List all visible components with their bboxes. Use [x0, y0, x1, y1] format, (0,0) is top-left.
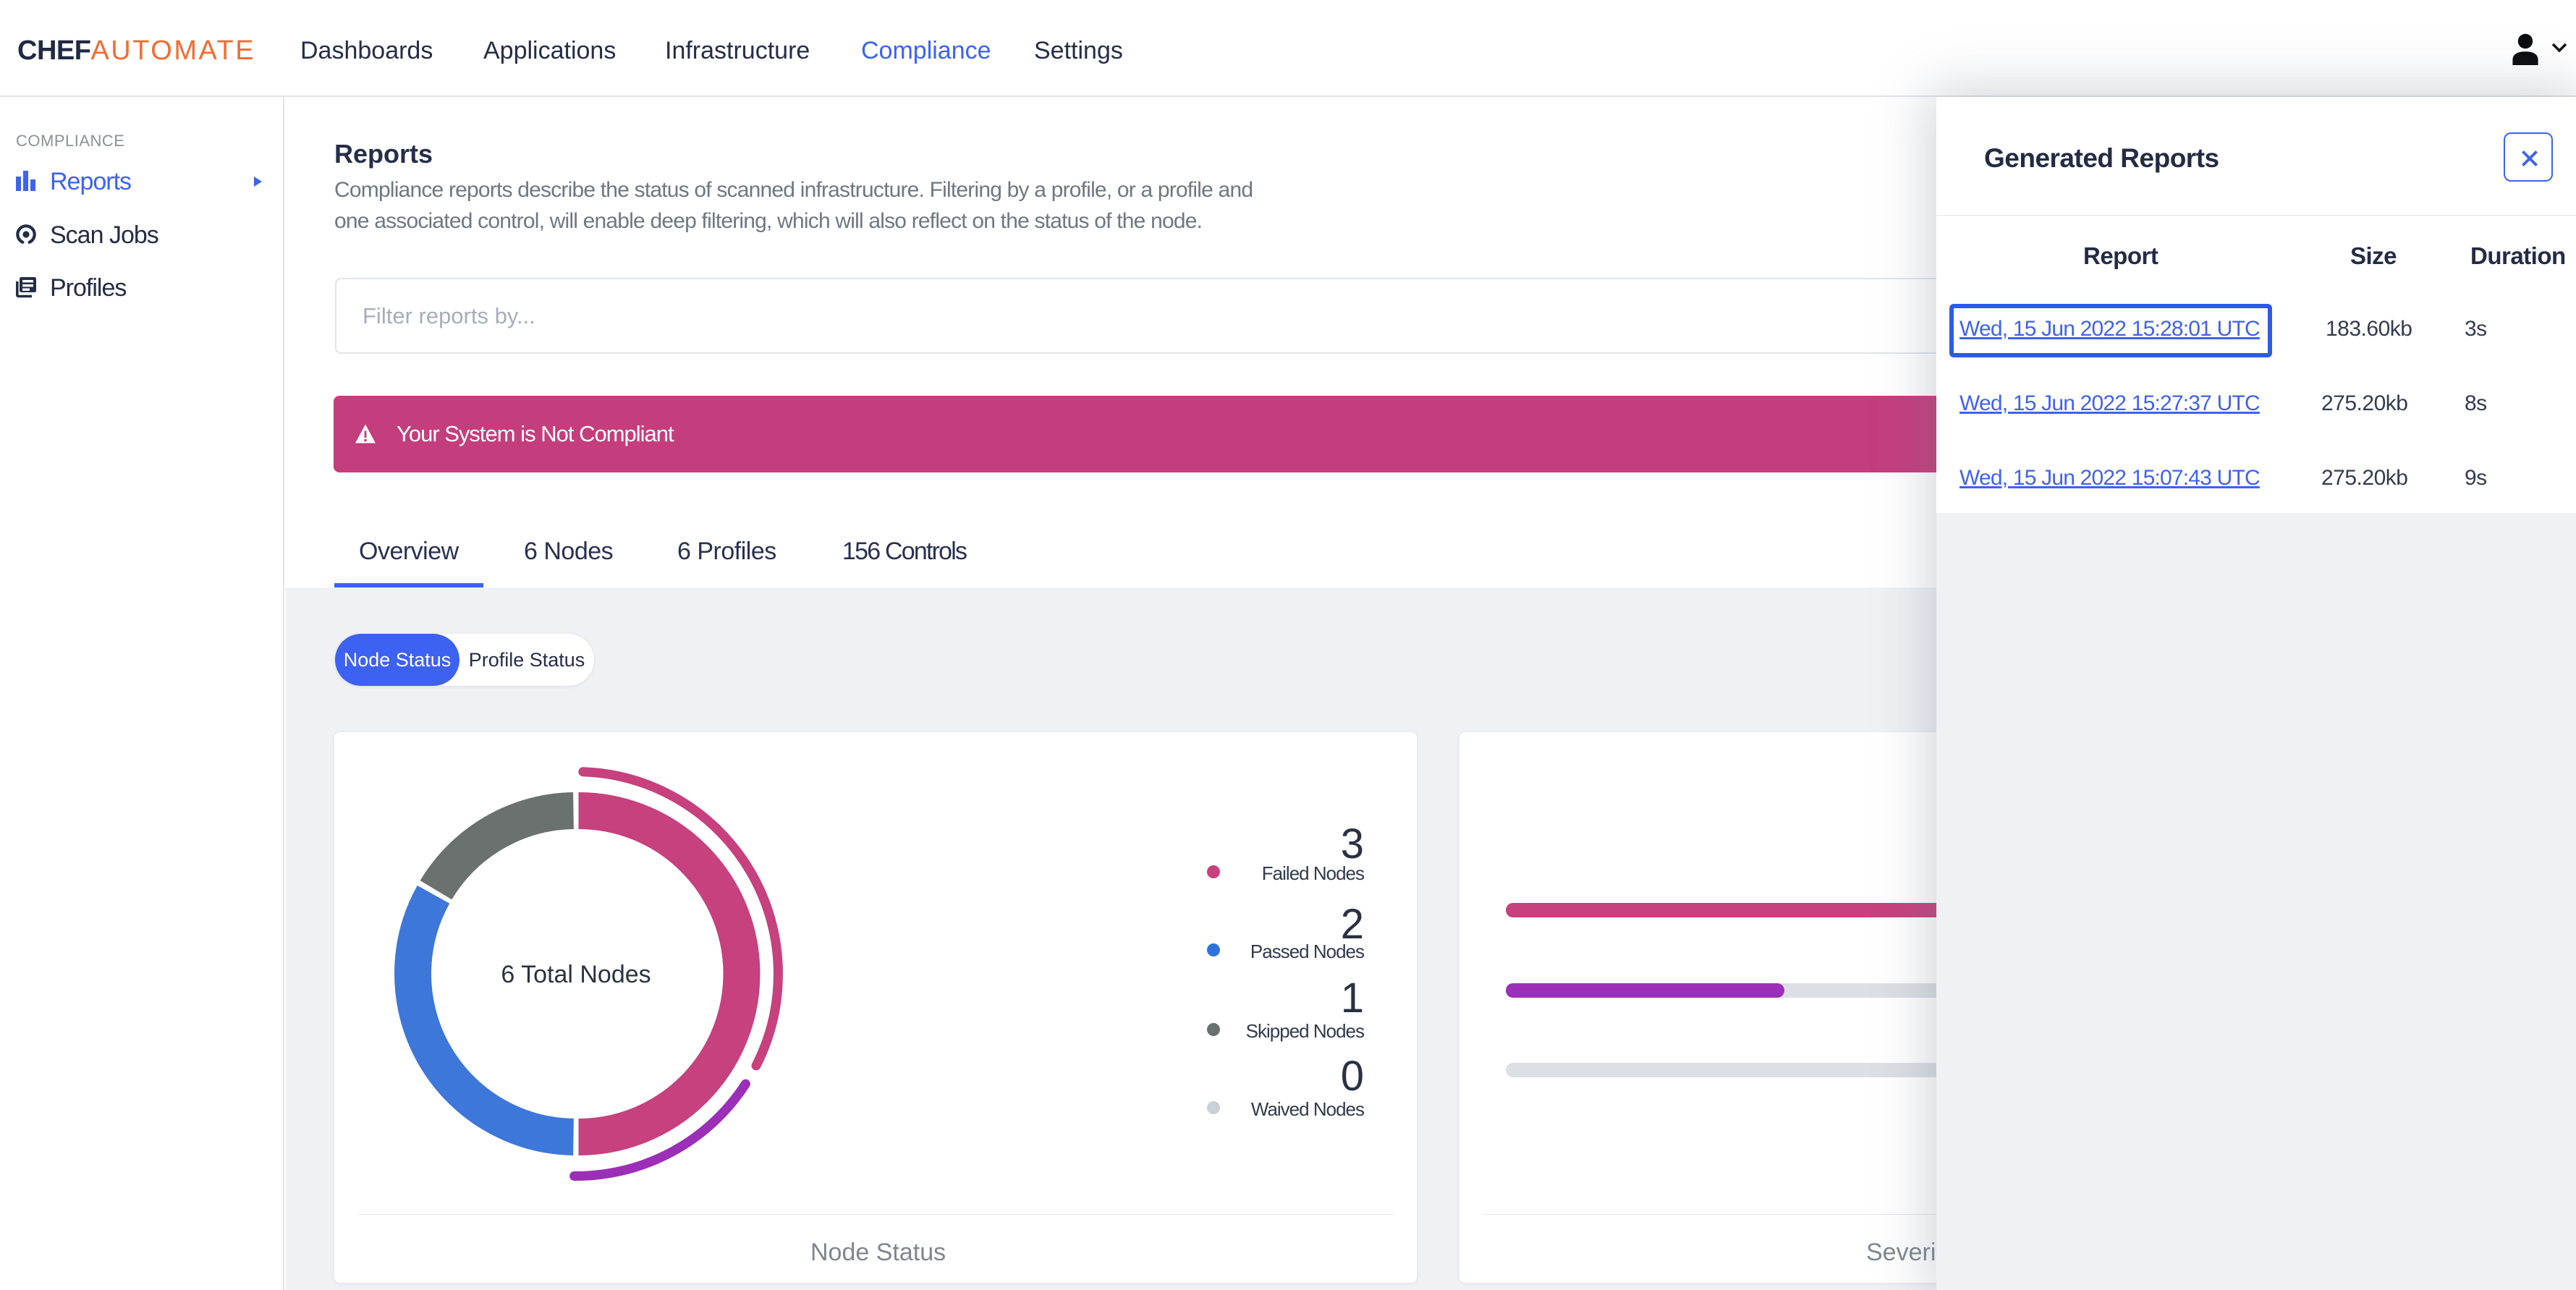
svg-text:6 Total Nodes: 6 Total Nodes [501, 961, 651, 988]
